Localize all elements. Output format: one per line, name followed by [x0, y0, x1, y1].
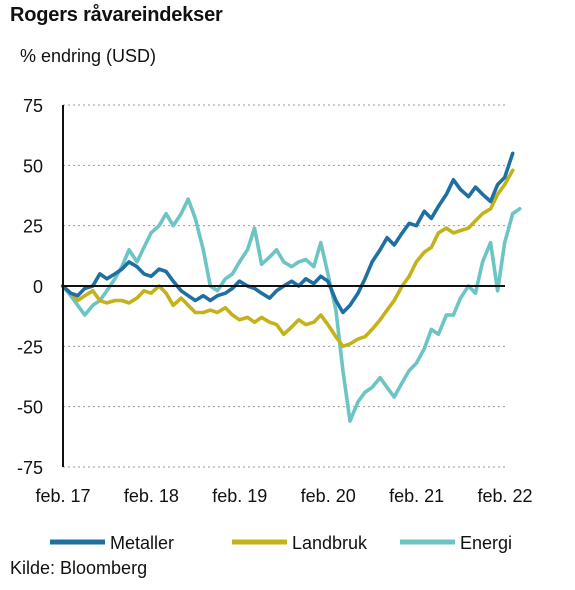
y-tick-label: 0: [33, 277, 43, 297]
source-note: Kilde: Bloomberg: [10, 558, 148, 578]
series-line-landbruk: [60, 168, 515, 349]
legend-label-metaller: Metaller: [110, 533, 174, 553]
x-tick-label: feb. 17: [35, 486, 90, 506]
legend-label-energi: Energi: [460, 533, 512, 553]
x-axis-ticks: feb. 17 feb. 18 feb. 19 feb. 20 feb. 21 feb. …: [35, 486, 532, 506]
y-tick-label: 25: [23, 217, 43, 237]
chart-title: Rogers råvareindekser: [10, 4, 223, 26]
series-lines: [60, 151, 522, 423]
y-tick-label: 75: [23, 96, 43, 116]
x-tick-label: feb. 18: [124, 486, 179, 506]
x-tick-label: feb. 19: [212, 486, 267, 506]
series-line-metaller: [60, 151, 515, 315]
gridlines: [63, 104, 505, 468]
x-tick-label: feb. 21: [389, 486, 444, 506]
y-tick-label: -25: [17, 337, 43, 357]
x-tick-label: feb. 20: [301, 486, 356, 506]
y-tick-label: -75: [17, 458, 43, 478]
y-axis-ticks: 75 50 25 0 -25 -50 -75: [17, 96, 43, 478]
x-tick-label: feb. 22: [477, 486, 532, 506]
legend-label-landbruk: Landbruk: [292, 533, 368, 553]
legend: Metaller Landbruk Energi: [50, 533, 512, 553]
y-tick-label: -50: [17, 398, 43, 418]
series-line-energi: [60, 197, 522, 423]
y-axis-label: % endring (USD): [20, 46, 157, 66]
y-tick-label: 50: [23, 156, 43, 176]
